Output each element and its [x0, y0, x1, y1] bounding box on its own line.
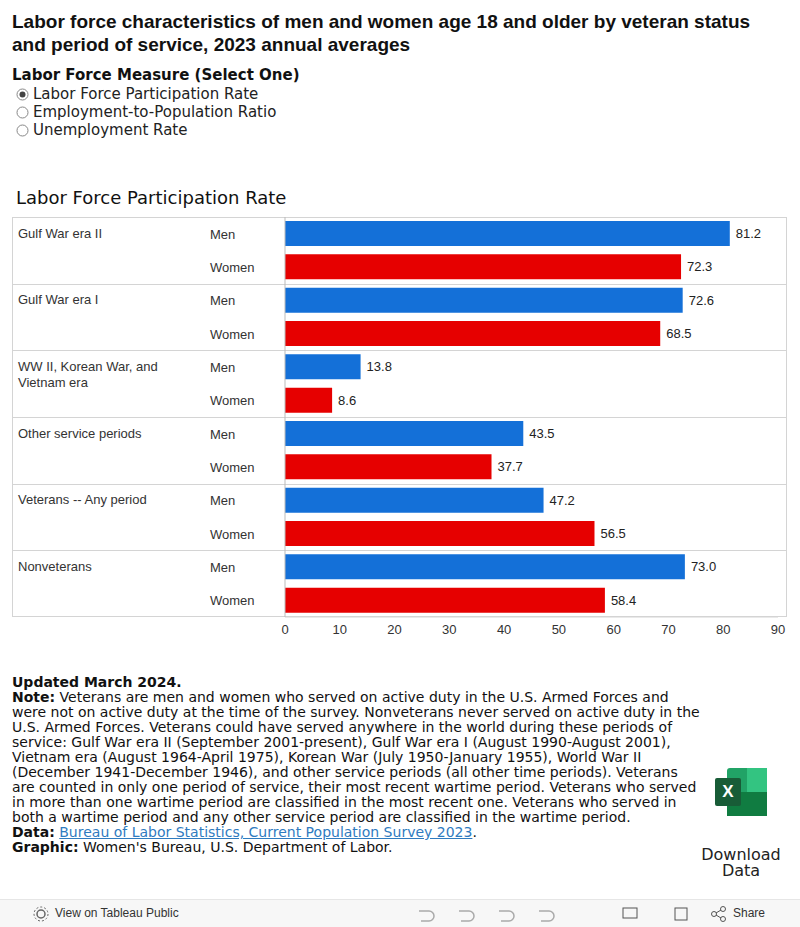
svg-text:Men: Men [210, 427, 235, 442]
svg-text:Women: Women [210, 260, 255, 275]
svg-text:Veterans -- Any period: Veterans -- Any period [18, 492, 147, 507]
svg-text:40: 40 [497, 622, 511, 637]
html-text:Download Data: Download Data [701, 845, 781, 880]
svg-text:47.2: 47.2 [550, 493, 575, 508]
svg-text:Men: Men [210, 360, 235, 375]
html-text:View on Tableau Public: View on Tableau Public [55, 906, 179, 920]
svg-text:0: 0 [281, 622, 288, 637]
svg-text:Women: Women [210, 460, 255, 475]
html-text:Employment-to-Population Ratio: Employment-to-Population Ratio [33, 103, 277, 121]
svg-text:68.5: 68.5 [666, 326, 691, 341]
svg-text:81.2: 81.2 [736, 226, 761, 241]
svg-text:Women: Women [210, 327, 255, 342]
svg-text:70: 70 [661, 622, 675, 637]
html-text:Labor Force Participation Rate: Labor Force Participation Rate [16, 187, 287, 208]
html-text:Labor force characteristics of: Labor force characteristics of men and w… [12, 11, 751, 55]
svg-text:72.6: 72.6 [689, 293, 714, 308]
html-text:Labor Force Measure (Select On: Labor Force Measure (Select One) [12, 66, 300, 84]
svg-text:Other service periods: Other service periods [18, 426, 142, 441]
svg-text:73.0: 73.0 [691, 559, 716, 574]
html-text:Updated March 2024.: Updated March 2024. [12, 674, 182, 690]
html-text:Labor Force Participation Rate: Labor Force Participation Rate [33, 85, 259, 103]
svg-text:8.6: 8.6 [338, 393, 356, 408]
svg-text:Women: Women [210, 593, 255, 608]
svg-text:43.5: 43.5 [529, 426, 554, 441]
svg-text:X: X [722, 782, 734, 801]
svg-text:13.8: 13.8 [367, 359, 392, 374]
svg-text:WW II, Korean War, andVietnam: WW II, Korean War, andVietnam era [18, 359, 158, 390]
svg-text:Women: Women [210, 393, 255, 408]
html-text:Data: Bureau of Labor Statisti: Data: Bureau of Labor Statistics, Curren… [12, 824, 477, 840]
svg-text:Women: Women [210, 527, 255, 542]
html-text:Graphic: Women's Bureau, U.S.: Graphic: Women's Bureau, U.S. Department… [12, 839, 393, 855]
svg-text:37.7: 37.7 [498, 459, 523, 474]
svg-text:Nonveterans: Nonveterans [18, 559, 92, 574]
html-text:Unemployment Rate: Unemployment Rate [33, 121, 188, 139]
svg-text:Men: Men [210, 493, 235, 508]
html-text:Share: Share [733, 906, 765, 920]
svg-text:90: 90 [771, 622, 785, 637]
svg-text:80: 80 [716, 622, 730, 637]
svg-text:Men: Men [210, 293, 235, 308]
svg-text:Men: Men [210, 227, 235, 242]
svg-text:60: 60 [606, 622, 620, 637]
svg-text:72.3: 72.3 [687, 259, 712, 274]
html-text:Note: Veterans are men and wom: Note: Veterans are men and women who ser… [12, 689, 700, 825]
svg-text:10: 10 [333, 622, 347, 637]
svg-text:58.4: 58.4 [611, 593, 636, 608]
svg-text:50: 50 [552, 622, 566, 637]
svg-text:56.5: 56.5 [600, 526, 625, 541]
svg-text:Gulf War era I: Gulf War era I [18, 292, 98, 307]
svg-text:Men: Men [210, 560, 235, 575]
svg-text:20: 20 [387, 622, 401, 637]
svg-text:Gulf War era II: Gulf War era II [18, 226, 102, 241]
svg-text:30: 30 [442, 622, 456, 637]
